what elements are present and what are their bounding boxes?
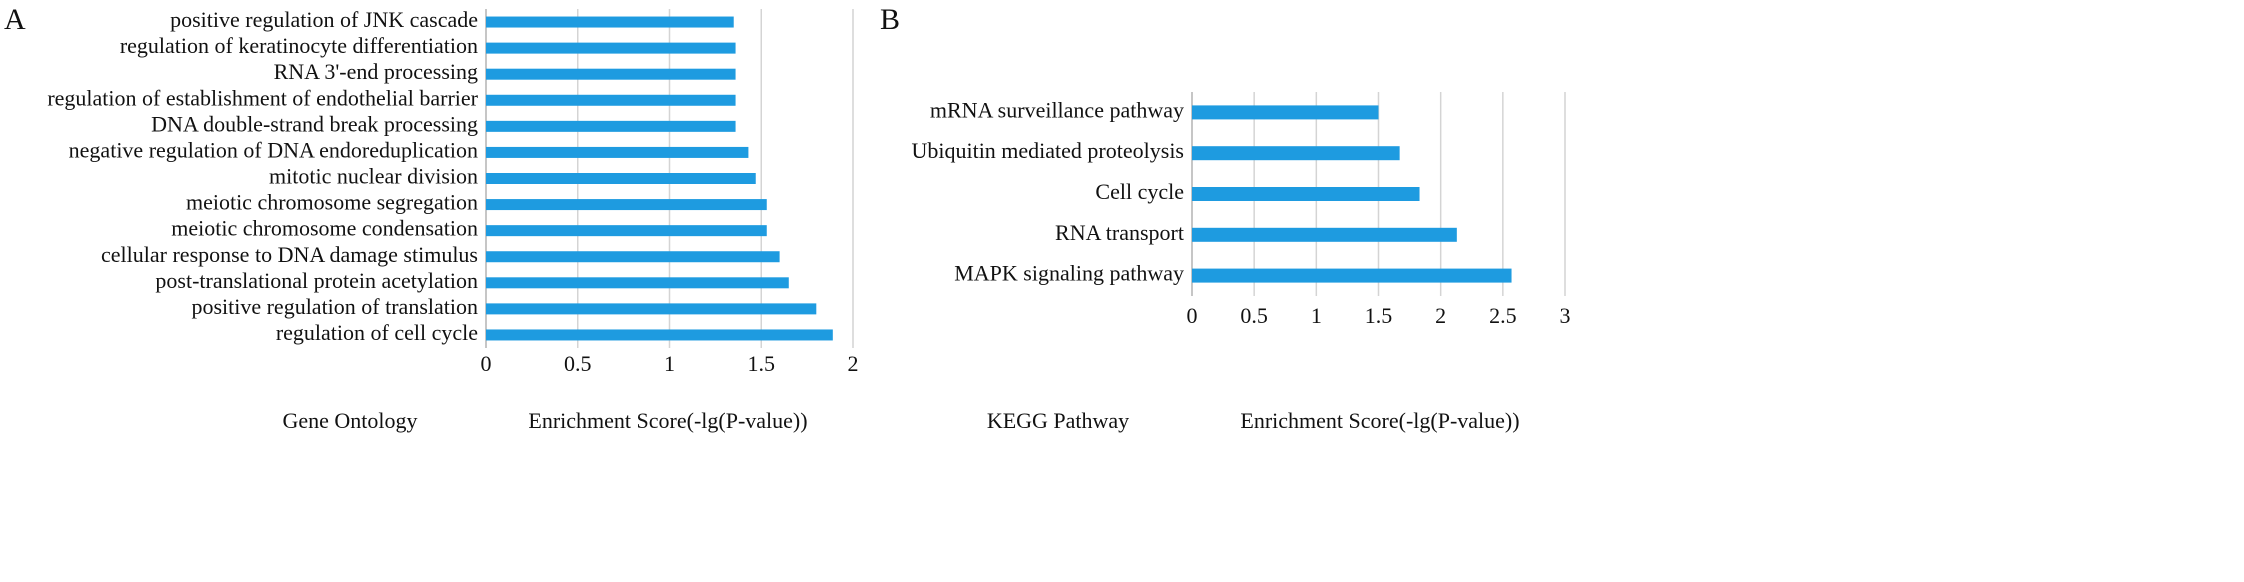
x-tick-label: 3 (1560, 303, 1571, 328)
bar (1192, 268, 1512, 283)
x-tick-label: 1 (664, 351, 675, 376)
x-tick-label: 0 (1187, 303, 1198, 328)
panel-letter: A (4, 3, 26, 36)
x-tick-label: 0.5 (1240, 303, 1268, 328)
bar (1192, 105, 1379, 120)
y-tick-label: positive regulation of JNK cascade (170, 7, 478, 32)
panel-letter: B (880, 3, 900, 36)
x-tick-label: 1 (1311, 303, 1322, 328)
bar (486, 277, 789, 289)
x-tick-label: 0 (481, 351, 492, 376)
bar (486, 173, 756, 184)
x-tick-label: 0.5 (564, 351, 592, 376)
y-tick-label: regulation of cell cycle (276, 320, 478, 345)
y-tick-label: RNA transport (1055, 220, 1184, 245)
y-tick-label: Ubiquitin mediated proteolysis (911, 138, 1184, 163)
y-tick-label: RNA 3'-end processing (274, 59, 478, 84)
y-tick-label: post-translational protein acetylation (155, 268, 478, 293)
y-tick-label: mitotic nuclear division (269, 164, 478, 189)
bar (486, 120, 736, 132)
x-tick-label: 2.5 (1489, 303, 1517, 328)
x-axis-label: Enrichment Score(-lg(P-value)) (1240, 408, 1519, 433)
bar (1192, 146, 1400, 161)
category-axis-label: KEGG Pathway (987, 408, 1129, 433)
bar (486, 225, 767, 237)
bar (486, 146, 749, 158)
bar (1192, 227, 1457, 242)
bar (1192, 187, 1420, 201)
x-tick-label: 1.5 (1365, 303, 1393, 328)
bar (486, 303, 817, 315)
y-tick-label: mRNA surveillance pathway (930, 97, 1184, 122)
x-tick-label: 1.5 (748, 351, 776, 376)
y-tick-label: meiotic chromosome segregation (186, 190, 478, 215)
bar (486, 251, 780, 263)
bar (486, 329, 833, 341)
x-tick-label: 2 (1435, 303, 1446, 328)
y-tick-label: regulation of establishment of endotheli… (47, 85, 478, 110)
bar (486, 16, 734, 28)
y-tick-label: meiotic chromosome condensation (171, 216, 478, 241)
y-tick-label: positive regulation of translation (191, 294, 478, 319)
category-axis-label: Gene Ontology (282, 408, 417, 433)
bar (486, 42, 736, 54)
y-tick-label: negative regulation of DNA endoreduplica… (69, 137, 478, 162)
bar (486, 94, 736, 106)
x-axis-label: Enrichment Score(-lg(P-value)) (528, 408, 807, 433)
y-tick-label: DNA double-strand break processing (151, 111, 478, 136)
bar (486, 199, 767, 211)
y-tick-label: cellular response to DNA damage stimulus (101, 242, 478, 267)
y-tick-label: regulation of keratinocyte differentiati… (120, 33, 478, 58)
bar (486, 68, 736, 80)
y-tick-label: Cell cycle (1095, 179, 1184, 204)
y-tick-label: MAPK signaling pathway (954, 261, 1184, 286)
x-tick-label: 2 (848, 351, 859, 376)
